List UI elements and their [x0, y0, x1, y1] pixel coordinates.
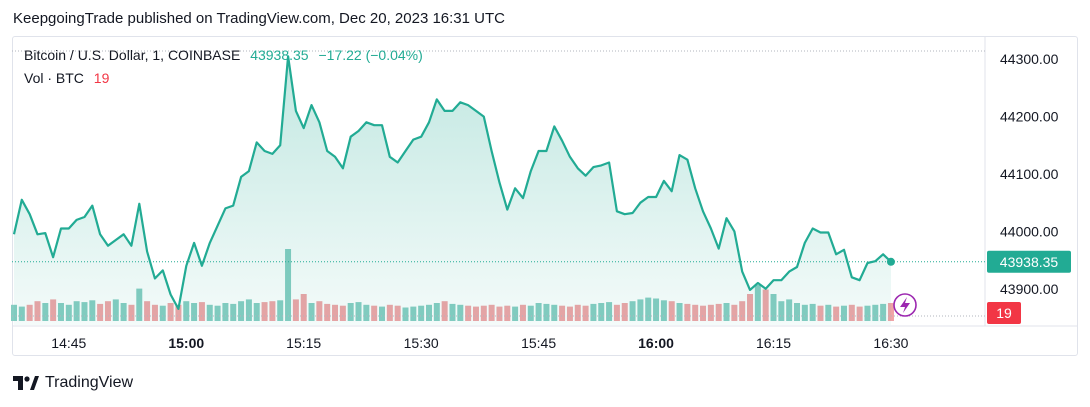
price-area-fill	[14, 56, 891, 326]
footer-brand[interactable]: TradingView	[13, 374, 133, 392]
published-header: KeepgoingTrade published on TradingView.…	[13, 10, 505, 27]
tradingview-logo-icon	[13, 376, 39, 390]
legend-volume: Vol · BTC 19	[24, 70, 115, 86]
y-tick-label: 43900.00	[1000, 281, 1059, 297]
price-badge-label: 43938.35	[1000, 254, 1059, 270]
y-tick-label: 44300.00	[1000, 51, 1059, 67]
lightning-bolt-shape	[900, 297, 910, 313]
x-tick-label: 16:00	[638, 335, 674, 351]
last-price: 43938.35	[250, 47, 309, 63]
x-tick-label: 15:00	[168, 335, 204, 351]
volume-badge	[987, 302, 1021, 324]
legend-main: Bitcoin / U.S. Dollar, 1, COINBASE 43938…	[24, 47, 429, 63]
volume-badge-label: 19	[996, 305, 1012, 321]
volume-value: 19	[93, 70, 110, 86]
chart-frame	[12, 36, 1078, 356]
x-tick-label: 15:30	[404, 335, 439, 351]
symbol-label[interactable]: Bitcoin / U.S. Dollar, 1, COINBASE	[24, 47, 241, 63]
y-tick-label: 44000.00	[1000, 223, 1059, 239]
y-tick-label: 44200.00	[1000, 109, 1059, 125]
last-price-dot	[886, 257, 895, 266]
x-tick-label: 15:45	[521, 335, 556, 351]
y-tick-label: 44100.00	[1000, 166, 1059, 182]
x-tick-label: 15:15	[286, 335, 321, 351]
price-line[interactable]	[12, 55, 892, 310]
price-change: −17.22 (−0.04%)	[318, 47, 423, 63]
volume-label[interactable]: Vol · BTC	[24, 70, 84, 86]
x-tick-label: 14:45	[51, 335, 86, 351]
price-badge	[987, 250, 1071, 273]
x-tick-label: 16:15	[756, 335, 791, 351]
x-tick-label: 16:30	[873, 335, 908, 351]
footer-brand-label: TradingView	[45, 374, 134, 391]
